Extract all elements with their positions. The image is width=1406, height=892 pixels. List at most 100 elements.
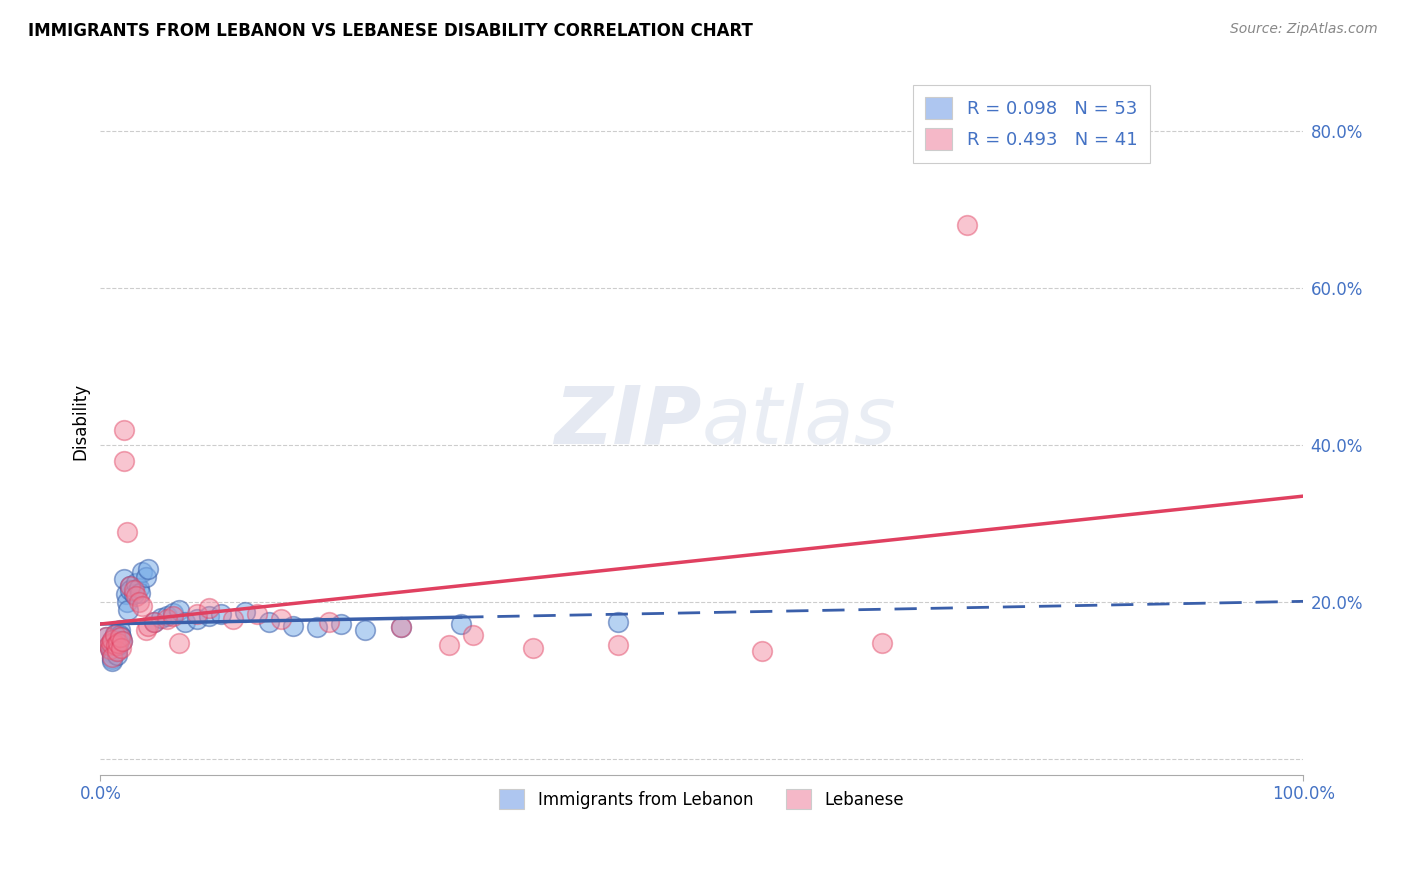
Point: [100, 644, 122, 658]
Point: [105, 644, 128, 658]
Point: [281, 618, 304, 632]
Point: [318, 615, 340, 629]
Point: [221, 612, 243, 626]
Point: [186, 612, 208, 626]
Point: [108, 631, 131, 645]
Point: [101, 650, 124, 665]
Point: [101, 654, 124, 668]
Point: [389, 620, 412, 634]
Point: [98, 640, 121, 655]
Point: [115, 595, 138, 609]
Point: [112, 423, 135, 437]
Point: [167, 603, 190, 617]
Point: [209, 607, 232, 621]
Point: [125, 589, 148, 603]
Point: [330, 617, 353, 632]
Point: [143, 615, 166, 629]
Point: [155, 612, 177, 626]
Point: [354, 623, 377, 637]
Point: [389, 620, 412, 634]
Point: [105, 644, 128, 658]
Point: [270, 612, 292, 626]
Point: [131, 599, 153, 613]
Point: [135, 623, 157, 637]
Point: [149, 611, 172, 625]
Point: [104, 631, 127, 645]
Text: ZIP: ZIP: [554, 383, 702, 460]
Point: [128, 581, 150, 595]
Point: [101, 651, 124, 665]
Text: IMMIGRANTS FROM LEBANON VS LEBANESE DISABILITY CORRELATION CHART: IMMIGRANTS FROM LEBANON VS LEBANESE DISA…: [28, 22, 754, 40]
Point: [246, 607, 269, 621]
Point: [450, 617, 472, 632]
Point: [101, 650, 124, 665]
Point: [98, 642, 121, 657]
Point: [107, 636, 129, 650]
Point: [257, 615, 280, 629]
Point: [120, 583, 142, 598]
Y-axis label: Disability: Disability: [72, 383, 89, 460]
Point: [522, 640, 544, 655]
Point: [96, 631, 118, 645]
Text: Source: ZipAtlas.com: Source: ZipAtlas.com: [1230, 22, 1378, 37]
Point: [111, 634, 134, 648]
Point: [173, 615, 195, 629]
Point: [96, 631, 118, 645]
Point: [108, 623, 131, 637]
Point: [751, 644, 773, 658]
Point: [115, 524, 138, 539]
Point: [167, 636, 190, 650]
Point: [305, 620, 328, 634]
Point: [117, 603, 139, 617]
Point: [104, 642, 127, 657]
Text: atlas: atlas: [702, 383, 897, 460]
Point: [872, 636, 894, 650]
Point: [100, 636, 122, 650]
Point: [162, 609, 184, 624]
Point: [120, 579, 142, 593]
Point: [97, 638, 120, 652]
Point: [107, 634, 129, 648]
Point: [101, 632, 124, 647]
Point: [105, 648, 128, 662]
Point: [101, 632, 124, 647]
Point: [186, 607, 208, 621]
Point: [138, 562, 160, 576]
Point: [110, 640, 132, 655]
Point: [125, 575, 148, 590]
Point: [104, 628, 127, 642]
Point: [104, 638, 127, 652]
Point: [122, 587, 145, 601]
Point: [143, 615, 166, 629]
Point: [162, 606, 184, 620]
Point: [135, 570, 157, 584]
Point: [463, 628, 485, 642]
Point: [114, 587, 136, 601]
Point: [606, 615, 628, 629]
Point: [104, 638, 127, 652]
Point: [107, 638, 129, 652]
Point: [101, 636, 124, 650]
Point: [110, 631, 132, 645]
Point: [197, 609, 219, 624]
Point: [111, 634, 134, 648]
Point: [104, 626, 127, 640]
Point: [112, 572, 135, 586]
Point: [131, 566, 153, 580]
Point: [122, 583, 145, 598]
Legend: Immigrants from Lebanon, Lebanese: Immigrants from Lebanon, Lebanese: [492, 782, 911, 816]
Point: [101, 646, 124, 660]
Point: [120, 579, 142, 593]
Point: [606, 638, 628, 652]
Point: [108, 628, 131, 642]
Point: [197, 601, 219, 615]
Point: [97, 638, 120, 652]
Point: [138, 618, 160, 632]
Point: [439, 638, 461, 652]
Point: [155, 608, 177, 623]
Point: [129, 586, 152, 600]
Point: [955, 219, 977, 233]
Point: [128, 595, 150, 609]
Point: [112, 454, 135, 468]
Point: [233, 605, 256, 619]
